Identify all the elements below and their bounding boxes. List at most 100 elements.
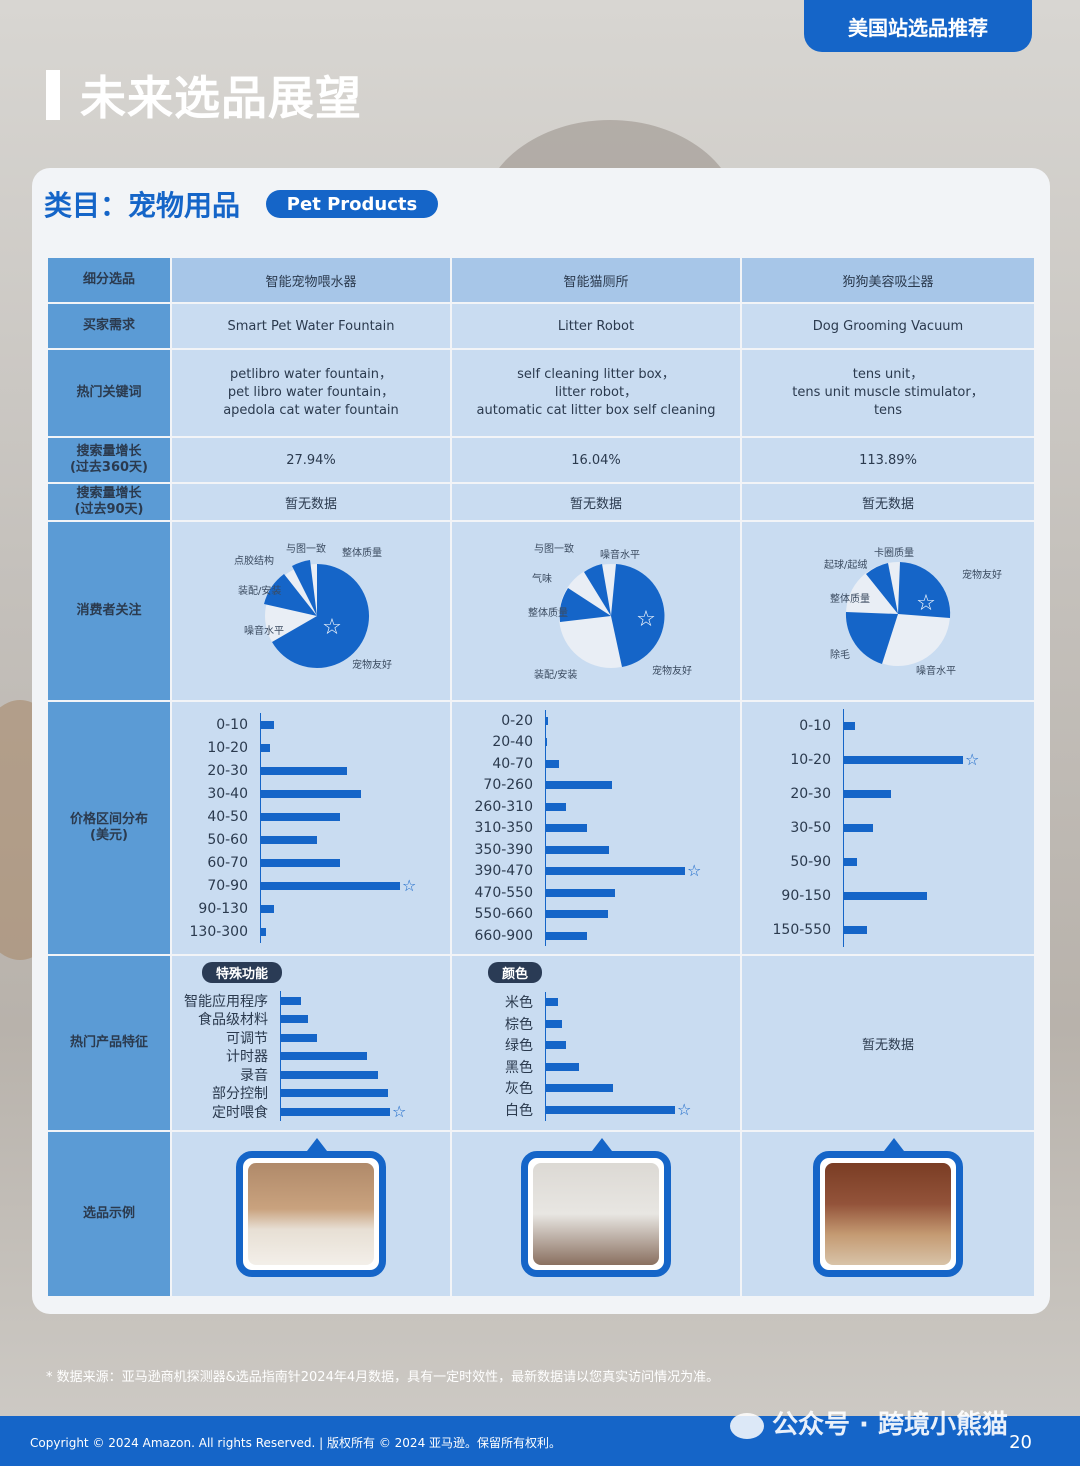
bar	[545, 1084, 613, 1093]
data-source-note: * 数据来源：亚马逊商机探测器&选品指南针2024年4月数据，具有一定时效性，最…	[46, 1370, 720, 1385]
copyright-text: Copyright © 2024 Amazon. All rights Rese…	[30, 1436, 562, 1450]
pie-graphic: ☆	[845, 562, 951, 666]
bar-row: 310-350	[461, 817, 731, 839]
bar	[545, 1062, 579, 1071]
star-icon: ☆	[392, 1101, 407, 1121]
consumer-focus-2: ☆ 与图一致 噪音水平 气味 整体质量 装配/安装 宠物友好	[450, 520, 742, 702]
water-fountain-photo	[248, 1163, 374, 1265]
bar-label: 40-50	[207, 808, 248, 825]
row-label-examples: 选品示例	[46, 1130, 172, 1298]
growth360-1: 27.94%	[170, 436, 452, 484]
pie-label: 噪音水平	[244, 626, 284, 637]
feature-bar-chart-1: 智能应用程序 食品级材料 可调节 计时器 录音 部分控制 定时喂食 ☆	[176, 991, 446, 1121]
star-icon: ☆	[677, 1099, 692, 1119]
pie-label: 宠物友好	[352, 660, 392, 671]
bar-label: 20-30	[207, 762, 248, 779]
bar-label: 可调节	[226, 1030, 268, 1047]
bar-label: 录音	[240, 1067, 268, 1084]
bar-row: 录音	[176, 1065, 446, 1084]
bar-row: 390-470 ☆	[461, 860, 731, 882]
growth90-3: 暂无数据	[740, 482, 1036, 522]
bar	[545, 845, 610, 854]
bar-row: 20-30	[176, 759, 446, 782]
bar-label: 130-300	[189, 923, 249, 940]
bar-label: 食品级材料	[198, 1012, 268, 1028]
buyer-need-2: Litter Robot	[450, 302, 742, 350]
dog-vacuum-photo	[825, 1163, 951, 1265]
growth90-2: 暂无数据	[450, 482, 742, 522]
row-label-consumer-focus: 消费者关注	[46, 520, 172, 702]
subcategory-2: 智能猫厕所	[450, 256, 742, 304]
keyword: tens unit muscle stimulator，	[792, 385, 984, 400]
bar-label: 部分控制	[212, 1086, 268, 1102]
bar	[843, 858, 858, 866]
bar-row: 70-260	[461, 774, 731, 796]
keyword: automatic cat litter box self cleaning	[476, 403, 716, 418]
bar	[843, 722, 855, 730]
bar-label: 白色	[505, 1102, 533, 1119]
pie-label: 整体质量	[528, 608, 568, 619]
bar	[260, 904, 274, 913]
bar-row: 灰色	[461, 1078, 731, 1100]
bar-row: 50-90	[753, 845, 1023, 879]
bar-row: 130-300	[176, 920, 446, 943]
title-accent-bar	[46, 70, 60, 120]
svg-text:☆: ☆	[322, 615, 342, 640]
bar	[260, 812, 340, 821]
bar-axis	[260, 713, 261, 943]
pie-label: 装配/安装	[534, 670, 578, 681]
bar	[545, 802, 566, 811]
bar	[843, 926, 867, 934]
product-image-frame	[236, 1138, 386, 1277]
feature-tag: 特殊功能	[202, 962, 283, 983]
growth360-2: 16.04%	[450, 436, 742, 484]
region-badge: 美国站选品推荐	[804, 0, 1032, 52]
pie-label: 卡圈质量	[874, 548, 914, 559]
bar-label: 棕色	[505, 1016, 533, 1033]
bar-row: 0-10	[176, 713, 446, 736]
pie-label: 宠物友好	[652, 666, 692, 677]
price-dist-2: 0-20 20-40 40-70 70-260 260-310 310-350 350-39…	[450, 700, 742, 956]
page-title: 未来选品展望	[80, 71, 362, 125]
row-label-growth-90: 搜索量增长 (过去90天)	[46, 482, 172, 522]
example-3	[740, 1130, 1036, 1298]
bar	[843, 790, 891, 798]
price-bar-chart-2: 0-20 20-40 40-70 70-260 260-310 310-350 350-39…	[461, 709, 731, 947]
star-icon: ☆	[687, 861, 702, 880]
feature-tag: 颜色	[488, 962, 543, 983]
buyer-need-1: Smart Pet Water Fountain	[170, 302, 452, 350]
pie-label: 与图一致	[534, 544, 574, 555]
bar-row: 部分控制	[176, 1084, 446, 1103]
bar-row: 20-40	[461, 731, 731, 753]
bar-row: 食品级材料	[176, 1010, 446, 1029]
label-text: 搜索量增长 (过去360天)	[69, 443, 149, 475]
page-number: 20	[1009, 1432, 1032, 1453]
bar-label: 50-90	[790, 854, 831, 870]
pie-label: 宠物友好	[962, 570, 1002, 581]
product-image-frame	[813, 1138, 963, 1277]
bar-row: 30-40	[176, 782, 446, 805]
bar-row: 白色 ☆	[461, 1099, 731, 1121]
pie-label: 噪音水平	[600, 550, 640, 561]
example-1	[170, 1130, 452, 1298]
label-text: 价格区间分布 (美元)	[69, 811, 148, 843]
bar	[545, 867, 685, 875]
bar	[545, 759, 559, 768]
bar	[843, 892, 927, 900]
bar	[545, 910, 608, 918]
price-bar-chart-3: 0-10 10-20 ☆ 20-30 30-50 50-90 90-150 150-550	[753, 709, 1023, 947]
bar	[260, 766, 347, 775]
features-1: 特殊功能 智能应用程序 食品级材料 可调节 计时器 录音 部分控制 定时喂食 ☆	[170, 954, 452, 1132]
subcategory-1: 智能宠物喂水器	[170, 256, 452, 304]
bar-label: 30-50	[790, 820, 831, 836]
bar-row: 0-20	[461, 710, 731, 732]
watermark-text: 公众号 · 跨境小熊猫	[772, 1410, 1008, 1440]
pie-label: 除毛	[830, 650, 850, 661]
row-label-keywords: 热门关键词	[46, 348, 172, 438]
bar-label: 550-660	[474, 906, 534, 922]
bar	[260, 881, 400, 890]
bar-label: 150-550	[772, 922, 832, 938]
bar	[545, 1019, 562, 1028]
bar-row: 90-130	[176, 897, 446, 920]
row-label-growth-360: 搜索量增长 (过去360天)	[46, 436, 172, 484]
